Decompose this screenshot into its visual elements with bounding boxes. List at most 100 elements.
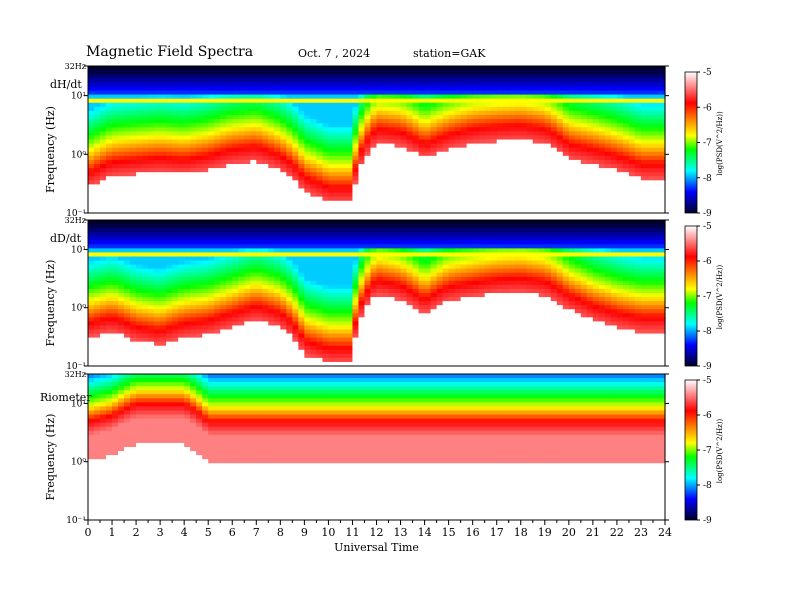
heatmap-cell [136,341,143,347]
heatmap-cell [508,155,516,161]
heatmap-cell [130,272,137,278]
heatmap-cell [142,288,149,294]
heatmap-cell [538,82,546,88]
heatmap-cell [100,357,107,363]
heatmap-cell [202,98,209,104]
heatmap-cell [106,115,113,120]
heatmap-cell [256,192,263,198]
heatmap-cell [268,180,275,186]
heatmap-cell [214,159,221,165]
heatmap-cell [604,143,612,149]
heatmap-cell [292,151,299,157]
heatmap-cell [214,90,221,96]
heatmap-cell [532,168,540,173]
heatmap-cell [550,135,558,141]
heatmap-cell [112,110,119,116]
heatmap-cell [508,204,516,210]
heatmap-cell [628,208,636,214]
heatmap-cell [112,135,119,141]
heatmap-cell [568,86,576,92]
heatmap-cell [556,204,564,210]
heatmap-cell [106,94,113,100]
heatmap-cell [448,184,456,190]
heatmap-cell [274,293,281,298]
heatmap-cell [166,284,173,290]
heatmap-cell [652,139,660,145]
heatmap-cell [124,147,131,153]
heatmap-cell [172,357,179,363]
heatmap-cell [622,119,630,124]
heatmap-cell [538,119,546,124]
heatmap-cell [184,284,191,290]
heatmap-cell [160,131,167,137]
heatmap-cell [370,204,378,210]
heatmap-cell [286,244,293,249]
heatmap-cell [442,98,450,104]
heatmap-cell [274,220,281,225]
heatmap-cell [148,131,155,137]
heatmap-cell [322,127,330,132]
heatmap-cell [178,309,185,314]
heatmap-cell [160,236,167,241]
heatmap-cell [616,184,624,190]
heatmap-cell [202,115,209,120]
heatmap-cell [94,301,101,306]
heatmap-cell [442,164,450,169]
heatmap-cell [250,164,257,169]
heatmap-cell [100,280,107,286]
heatmap-cell [340,236,348,241]
heatmap-cell [538,70,546,75]
heatmap-cell [352,127,360,132]
heatmap-cell [460,139,468,145]
heatmap-cell [616,78,624,83]
heatmap-cell [544,135,552,141]
heatmap-cell [346,106,354,112]
heatmap-cell [520,102,528,108]
heatmap-cell [526,110,534,116]
heatmap-cell [346,208,354,214]
heatmap-cell [274,272,281,278]
heatmap-cell [208,172,215,177]
heatmap-cell [118,159,125,165]
heatmap-cell [562,106,570,112]
heatmap-cell [214,244,221,249]
heatmap-cell [604,155,612,161]
heatmap-cell [610,168,618,173]
heatmap-cell [646,106,654,112]
heatmap-cell [406,176,414,181]
heatmap-cell [130,349,137,355]
heatmap-cell [328,297,336,302]
heatmap-cell [526,102,534,108]
heatmap-cell [442,115,450,120]
heatmap-cell [142,196,149,202]
heatmap-cell [436,131,444,137]
heatmap-cell [88,240,95,245]
heatmap-cell [382,147,390,153]
heatmap-cell [310,98,317,104]
heatmap-cell [502,188,510,194]
heatmap-cell [148,82,155,88]
heatmap-cell [400,147,408,153]
heatmap-cell [190,220,197,225]
heatmap-cell [106,272,113,278]
heatmap-cell [88,345,95,351]
heatmap-cell [334,272,342,278]
heatmap-cell [490,127,498,132]
heatmap-cell [202,264,209,270]
heatmap-cell [112,284,119,290]
heatmap-cell [124,268,131,274]
heatmap-cell [94,135,101,141]
heatmap-cell [244,204,251,210]
heatmap-cell [352,123,360,128]
heatmap-cell [328,86,336,92]
heatmap-cell [394,98,402,104]
heatmap-cell [136,184,143,190]
heatmap-cell [334,236,342,241]
heatmap-cell [316,168,324,173]
heatmap-cell [202,357,209,363]
heatmap-cell [658,110,666,116]
heatmap-cell [418,123,426,128]
heatmap-cell [364,151,372,157]
heatmap-cell [268,127,275,132]
heatmap-cell [262,110,269,116]
